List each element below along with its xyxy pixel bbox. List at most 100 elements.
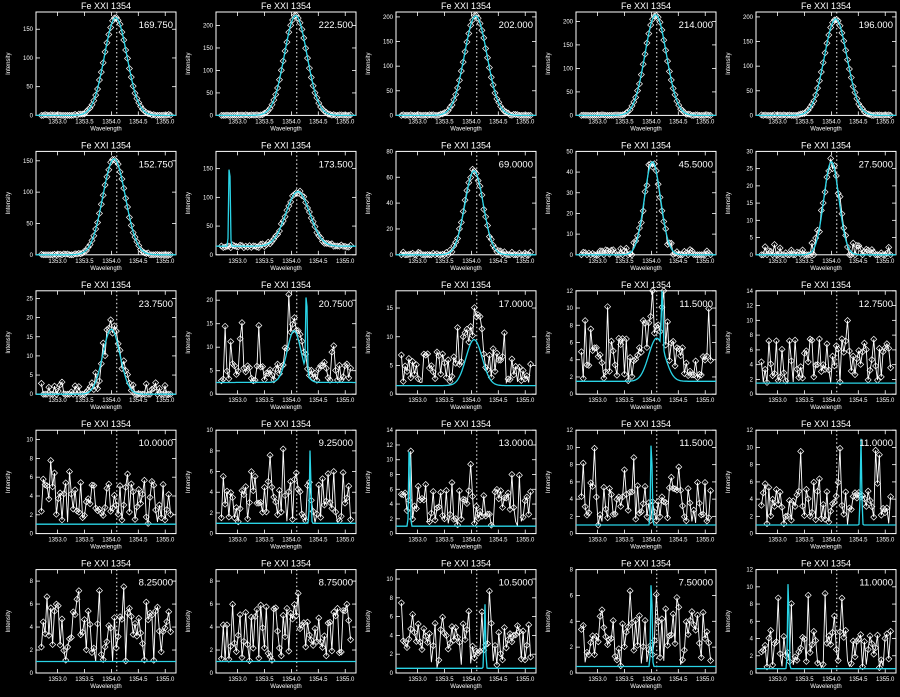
data-point <box>79 514 87 522</box>
data-point <box>600 624 608 632</box>
data-point <box>787 516 795 524</box>
y-tick-label: 40 <box>566 170 573 176</box>
data-point <box>611 510 619 518</box>
data-point <box>849 82 857 90</box>
y-tick-label: 4 <box>570 619 574 625</box>
data-point <box>855 347 863 355</box>
y-tick-label: 0 <box>30 113 34 119</box>
data-point <box>320 632 328 640</box>
data-point <box>319 643 327 651</box>
x-tick-label: 1355.0 <box>156 538 175 544</box>
data-point <box>596 247 604 255</box>
data-point <box>810 627 818 635</box>
data-point <box>249 242 257 250</box>
data-point <box>414 620 422 628</box>
data-point <box>767 111 775 119</box>
data-point <box>654 13 662 21</box>
data-point <box>75 587 83 595</box>
x-tick-label: 1354.0 <box>282 398 301 404</box>
data-point <box>257 499 265 507</box>
data-point <box>302 198 310 206</box>
data-point <box>317 513 325 521</box>
data-point <box>695 499 703 507</box>
data-point <box>585 651 593 659</box>
data-point <box>823 340 831 348</box>
data-point <box>887 251 895 259</box>
data-point <box>607 634 615 642</box>
x-axis-label: Wavelength <box>90 405 121 411</box>
data-point <box>345 111 353 119</box>
data-point <box>167 628 175 636</box>
data-point <box>810 251 818 259</box>
y-tick-label: 2 <box>570 375 574 381</box>
y-tick-label: 6 <box>750 480 754 486</box>
data-point <box>660 498 668 506</box>
y-tick-label: 4 <box>570 358 574 364</box>
data-point <box>517 377 525 384</box>
data-point <box>684 372 692 380</box>
x-tick-label: 1353.0 <box>48 538 67 544</box>
y-tick-label: 50 <box>566 149 573 155</box>
data-point <box>112 157 120 165</box>
data-point <box>662 605 670 613</box>
x-tick-label: 1353.0 <box>588 259 607 265</box>
data-point <box>455 638 463 646</box>
data-point <box>94 620 102 628</box>
x-tick-label: 1354.0 <box>462 119 481 125</box>
data-point <box>302 44 310 52</box>
data-point <box>110 491 118 499</box>
x-axis-label: Wavelength <box>270 545 301 551</box>
data-point <box>150 384 158 392</box>
y-tick-label: 0 <box>750 392 754 398</box>
fit-curve <box>36 328 176 395</box>
data-point <box>221 500 229 508</box>
observed-spectrum <box>760 448 892 525</box>
y-tick-label: 4 <box>390 633 394 639</box>
data-point <box>757 251 765 259</box>
y-axis-label: Intensity <box>366 331 372 353</box>
panel-title: Fe XXI 1354 <box>441 1 491 11</box>
data-point <box>877 373 885 381</box>
data-point <box>129 381 137 389</box>
data-point <box>253 499 261 507</box>
peak-value-label: 27.5000 <box>859 159 893 170</box>
y-axis-label: Intensity <box>726 471 732 493</box>
data-point <box>249 644 257 652</box>
data-point <box>592 632 600 640</box>
peak-value-label: 214.000 <box>679 20 713 31</box>
data-point <box>324 619 332 627</box>
data-point <box>337 648 345 656</box>
data-point <box>660 217 668 225</box>
data-point <box>39 618 47 626</box>
x-tick-label: 1354.5 <box>849 398 868 404</box>
observed-spectrum <box>400 591 532 668</box>
data-point <box>765 483 773 491</box>
data-point <box>499 503 507 511</box>
data-point <box>823 488 831 496</box>
y-tick-label: 8 <box>750 602 754 608</box>
data-point <box>120 501 128 509</box>
x-axis-label: Wavelength <box>630 405 661 411</box>
data-point <box>39 475 47 483</box>
fit-curve <box>396 604 536 669</box>
y-tick-label: 6 <box>390 487 394 493</box>
data-point <box>452 359 460 367</box>
data-point <box>270 376 278 384</box>
data-point <box>686 499 694 507</box>
data-point <box>283 38 291 46</box>
data-point <box>594 521 602 529</box>
data-point <box>634 87 642 95</box>
y-tick-label: 10 <box>26 354 33 360</box>
data-point <box>247 468 255 476</box>
data-point <box>431 619 439 627</box>
x-tick-label: 1353.0 <box>588 538 607 544</box>
data-point <box>332 366 340 374</box>
data-point <box>838 29 846 37</box>
x-tick-label: 1354.5 <box>489 119 508 125</box>
data-point <box>397 490 405 498</box>
data-point <box>769 661 777 669</box>
data-point <box>75 383 83 391</box>
peak-value-label: 13.0000 <box>499 438 533 449</box>
data-point <box>422 111 430 119</box>
